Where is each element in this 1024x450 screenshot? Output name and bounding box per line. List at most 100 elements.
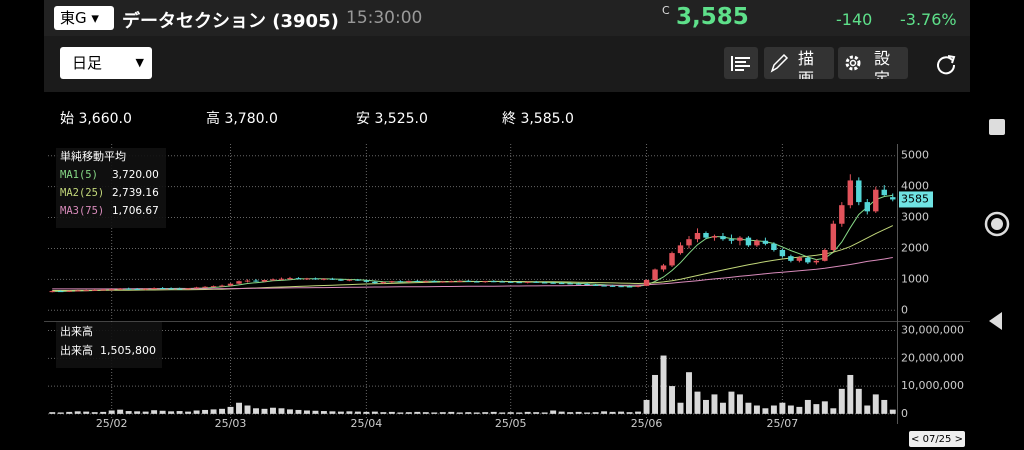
candle-body (210, 286, 217, 288)
market-select[interactable]: 東G ▾ (54, 6, 114, 30)
x-tick-label: 25/05 (495, 417, 527, 430)
high: 高 3,780.0 (206, 108, 278, 128)
volume-bar (346, 411, 353, 414)
candle-body (142, 288, 149, 290)
volume-bar (584, 412, 591, 414)
volume-bar (465, 412, 472, 414)
candle-body (516, 282, 522, 284)
y-tick-label: 1000 (901, 272, 929, 285)
volume-bar (57, 412, 64, 414)
volume-bar (635, 411, 642, 414)
candle-body (822, 250, 828, 261)
volume-bar (134, 411, 141, 414)
volume-bar (142, 411, 149, 414)
candle-body (839, 205, 845, 224)
volume-bar (524, 411, 531, 414)
volume-bar (889, 409, 896, 414)
legend-entry: MA2(25) (60, 187, 104, 199)
last-price-label: 3585 (901, 192, 929, 205)
candle-body (711, 236, 718, 238)
candle-body (108, 289, 115, 291)
volume-bar (270, 407, 276, 414)
volume-bar (507, 412, 514, 414)
volume-bar (125, 411, 132, 414)
volume-bar (796, 406, 803, 414)
volume-bar (864, 405, 871, 414)
candle-body (847, 180, 854, 206)
candle-body (737, 237, 743, 241)
candle-body (406, 280, 412, 282)
candle-body (58, 291, 64, 293)
period-select[interactable]: 日足 ▼ (60, 47, 152, 79)
volume-bar (541, 412, 548, 414)
volume-bar (159, 410, 166, 414)
refresh-button[interactable] (934, 52, 958, 76)
volume-bar (686, 372, 692, 414)
stock-name: データセクション (3905) (122, 11, 339, 32)
ma-line (52, 257, 893, 290)
candle-body (601, 285, 607, 287)
volume-bar (643, 399, 650, 414)
volume-bar (660, 355, 667, 414)
candle-body (74, 290, 81, 292)
volume-bar (745, 402, 752, 414)
candle-body (813, 260, 820, 263)
close-value: 3,585.0 (520, 111, 574, 127)
volume-bar (711, 394, 718, 414)
volume-bar (762, 408, 769, 414)
candle-body (389, 281, 395, 283)
volume-bar (108, 410, 115, 414)
last-price-box (899, 191, 933, 208)
candle-body (457, 280, 463, 282)
low-label: 安 (356, 111, 370, 127)
volume-bar (601, 411, 608, 414)
legend-value: 1,505,800 (100, 344, 156, 357)
nav-bar (970, 0, 1024, 450)
legend-entry: MA3(75) (60, 205, 104, 217)
legend-title: 単純移動平均 (60, 149, 126, 163)
volume-bar (405, 412, 412, 414)
low-value: 3,525.0 (374, 111, 428, 127)
change: -140 (836, 10, 873, 29)
back-button[interactable] (982, 306, 1012, 336)
draw-button[interactable]: 描画 (764, 47, 834, 79)
volume-bar (533, 412, 540, 414)
y-tick-label: 10,000,000 (901, 379, 964, 392)
open: 始 3,660.0 (60, 108, 132, 128)
candle-body (541, 282, 548, 284)
home-button[interactable] (982, 209, 1012, 239)
candle-body (575, 283, 582, 285)
candle-body (100, 289, 106, 291)
volume-bar (736, 394, 743, 414)
candle-body (643, 279, 650, 286)
volume-bar (847, 374, 854, 414)
candle-body (728, 239, 735, 241)
volume-bar (380, 412, 387, 414)
candle-body (652, 269, 658, 280)
pencil-icon (770, 53, 789, 73)
list-button[interactable] (724, 47, 758, 79)
candle-body (91, 289, 98, 291)
candle-body (499, 281, 505, 283)
volume-bar (151, 410, 158, 414)
volume-bar (872, 394, 879, 414)
volume-bar (312, 410, 319, 414)
candle-body (49, 291, 55, 293)
volume-bar (804, 399, 811, 414)
gear-icon (845, 55, 861, 71)
x-tick-label: 25/02 (96, 417, 128, 430)
candle-body (720, 236, 726, 240)
volume-bar (558, 411, 565, 414)
candle-body (134, 288, 140, 290)
volume-bar (202, 409, 209, 414)
recents-button[interactable] (989, 119, 1005, 135)
candle-body (550, 282, 556, 284)
candle-body (864, 202, 871, 212)
y-tick-label: 20,000,000 (901, 351, 964, 364)
volume-bar (210, 409, 217, 414)
volume-bar (261, 408, 268, 414)
candle-body (618, 286, 624, 288)
settings-button[interactable]: 設定 (838, 47, 908, 79)
volume-bar (397, 412, 404, 414)
